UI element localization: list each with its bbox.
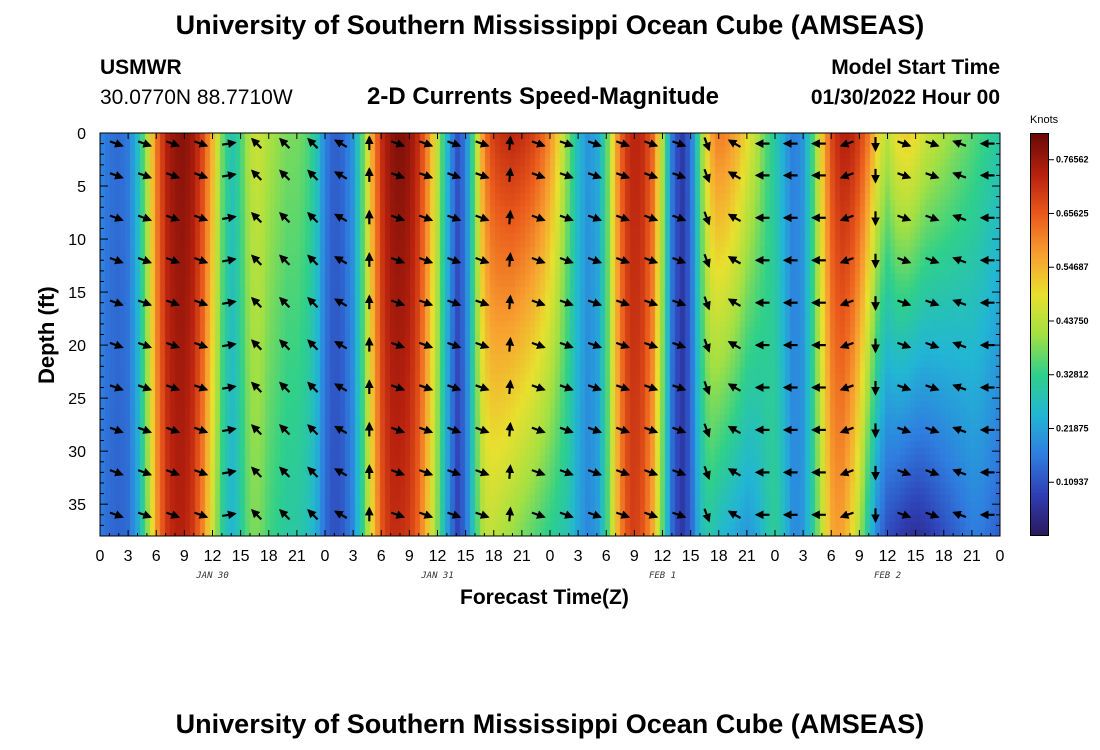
colorbar-tick-label: 0.54687 (1056, 262, 1089, 272)
speed-heatmap (100, 133, 1000, 536)
colorbar-tick-label: 0.65625 (1056, 208, 1089, 218)
x-tick-label: 12 (204, 548, 222, 565)
x-tick-label: 18 (710, 548, 728, 565)
y-axis-label: Depth (ft) (34, 286, 59, 384)
x-tick-label: 12 (654, 548, 672, 565)
x-tick-label: 9 (180, 548, 189, 565)
x-tick-label: 21 (288, 548, 306, 565)
x-tick-label: 3 (574, 548, 583, 565)
x-tick-label: 9 (630, 548, 639, 565)
y-tick-label: 10 (68, 232, 86, 249)
colorbar-gradient (1031, 134, 1048, 535)
y-tick-label: 0 (77, 126, 86, 143)
date-label: FEB 1 (649, 571, 676, 581)
model-start-label: Model Start Time (831, 56, 1000, 79)
x-tick-label: 15 (457, 548, 475, 565)
x-axis-label: Forecast Time(Z) (460, 586, 629, 609)
x-tick-label: 0 (321, 548, 330, 565)
footer-title: University of Southern Mississippi Ocean… (175, 709, 925, 739)
colorbar-tick-label: 0.76562 (1056, 155, 1089, 165)
y-tick-label: 15 (68, 285, 86, 302)
chart-title: University of Southern Mississippi Ocean… (175, 10, 925, 40)
y-tick-label: 20 (68, 338, 86, 355)
x-tick-label: 15 (907, 548, 925, 565)
y-tick-label: 5 (77, 179, 86, 196)
x-tick-label: 6 (152, 548, 161, 565)
x-tick-label: 6 (377, 548, 386, 565)
model-start-value: 01/30/2022 Hour 00 (810, 86, 1000, 109)
station-coordinates: 30.0770N 88.7710W (100, 86, 293, 109)
x-tick-label: 0 (96, 548, 105, 565)
x-tick-label: 18 (260, 548, 278, 565)
x-tick-label: 9 (855, 548, 864, 565)
x-tick-label: 18 (935, 548, 953, 565)
date-label: FEB 2 (874, 571, 901, 581)
x-tick-label: 3 (124, 548, 133, 565)
colorbar (1030, 133, 1049, 536)
y-tick-label: 30 (68, 444, 86, 461)
colorbar-tick-label: 0.43750 (1056, 316, 1089, 326)
x-tick-label: 21 (963, 548, 981, 565)
colorbar-tick-label: 0.32812 (1056, 370, 1089, 380)
station-name: USMWR (100, 56, 182, 79)
x-tick-label: 0 (546, 548, 555, 565)
colorbar-units: Knots (1030, 114, 1059, 126)
x-tick-label: 3 (349, 548, 358, 565)
x-tick-label: 0 (771, 548, 780, 565)
date-label: JAN 31 (420, 571, 454, 581)
x-tick-label: 15 (232, 548, 250, 565)
x-tick-label: 21 (513, 548, 531, 565)
x-tick-label: 3 (799, 548, 808, 565)
x-tick-label: 15 (682, 548, 700, 565)
y-tick-label: 35 (68, 497, 86, 514)
colorbar-tick-label: 0.10937 (1056, 477, 1089, 487)
colorbar-tick-label: 0.21875 (1056, 423, 1089, 433)
x-tick-label: 12 (429, 548, 447, 565)
heatmap-plot-area (100, 133, 1000, 536)
x-tick-label: 18 (485, 548, 503, 565)
plot-title: 2-D Currents Speed-Magnitude (367, 83, 720, 110)
x-tick-label: 0 (996, 548, 1005, 565)
y-tick-label: 25 (68, 391, 86, 408)
date-label: JAN 30 (195, 571, 229, 581)
x-tick-label: 21 (738, 548, 756, 565)
x-tick-label: 9 (405, 548, 414, 565)
x-tick-label: 12 (879, 548, 897, 565)
x-tick-label: 6 (827, 548, 836, 565)
x-tick-label: 6 (602, 548, 611, 565)
